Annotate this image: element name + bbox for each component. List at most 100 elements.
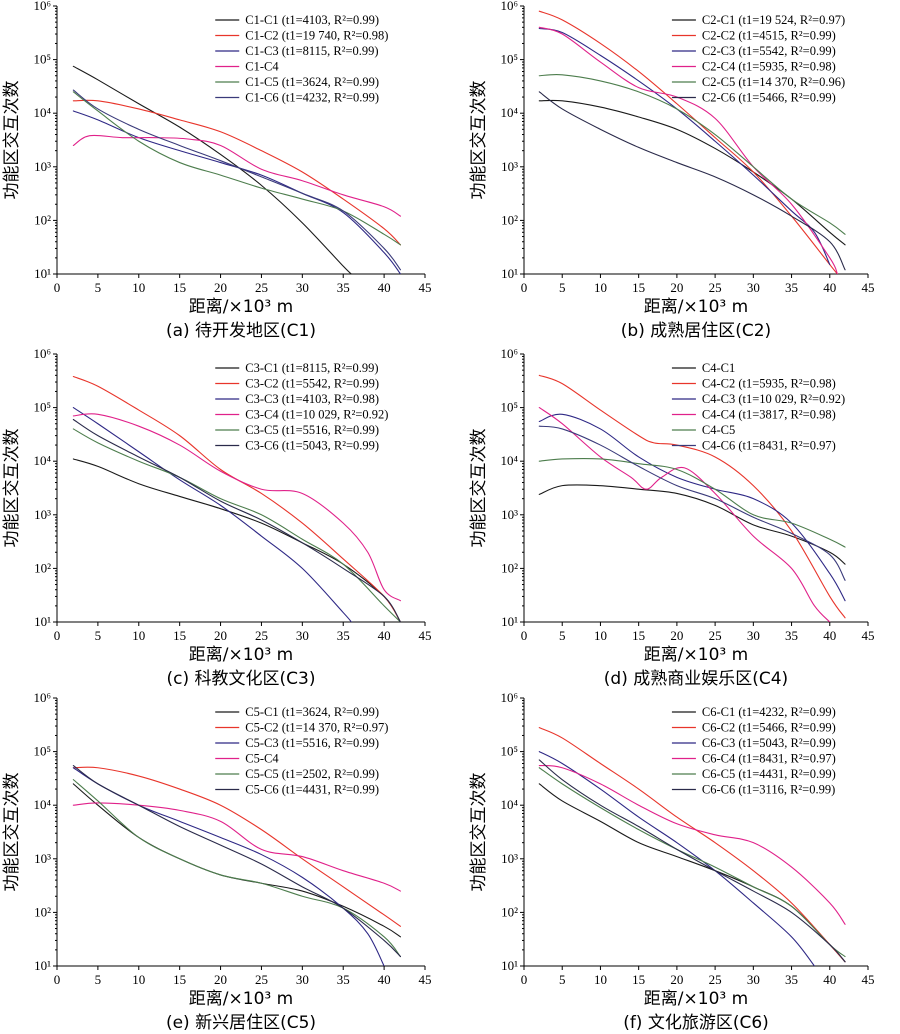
y-axis-title: 功能区交互次数: [469, 429, 489, 548]
series-line: [72, 89, 402, 271]
x-tick-label: 35: [337, 280, 350, 295]
series-group: [538, 727, 846, 966]
series-line: [72, 764, 402, 958]
legend-entry: C5-C2 (t1=14 370, R²=0.97): [245, 721, 388, 735]
legend-entry: C1-C6 (t1=4232, R²=0.99): [245, 91, 379, 105]
chart-panel: 0 5 10 15 20 25 30 35 40 45 10¹ 10² 10³ 10⁴ 10⁵ 10⁶ 距离/×…: [469, 0, 875, 341]
y-tick-label: 10⁶: [33, 346, 51, 361]
y-tick-label: 10¹: [501, 958, 518, 973]
series-line: [72, 407, 352, 622]
panel-caption: (f) 文化旅游区(C6): [623, 1013, 769, 1033]
legend: C1-C1 (t1=4103, R²=0.99) C1-C2 (t1=19 740…: [215, 13, 388, 105]
x-tick-label: 15: [173, 280, 186, 295]
legend-entry: C3-C4 (t1=10 029, R²=0.92): [245, 408, 388, 422]
y-tick-label: 10³: [34, 851, 51, 866]
series-line: [538, 99, 846, 246]
x-tick-label: 20: [214, 972, 227, 987]
x-tick-label: 5: [95, 280, 102, 295]
x-tick-label: 20: [214, 628, 227, 643]
x-tick-label: 40: [823, 280, 836, 295]
series-group: [72, 65, 402, 274]
chart-panel: 0 5 10 15 20 25 30 35 40 45 10¹ 10² 10³ 10⁴ 10⁵ 10⁶ 距离/×…: [469, 690, 875, 1033]
x-tick-label: 35: [785, 628, 798, 643]
legend: C3-C1 (t1=8115, R²=0.99) C3-C2 (t1=5542, …: [215, 361, 388, 453]
panel-caption: (d) 成熟商业娱乐区(C4): [604, 668, 788, 689]
x-tick-label: 25: [255, 280, 268, 295]
x-tick-label: 15: [173, 628, 186, 643]
y-tick-label: 10¹: [34, 614, 51, 629]
y-tick-label: 10⁶: [500, 0, 518, 13]
legend-entry: C1-C1 (t1=4103, R²=0.99): [245, 13, 379, 27]
legend-entry: C5-C3 (t1=5516, R²=0.99): [245, 736, 379, 750]
x-tick-label: 25: [709, 280, 722, 295]
y-tick-label: 10⁴: [33, 105, 51, 120]
series-group: [72, 764, 402, 966]
series-line: [538, 74, 846, 235]
legend-entry: C1-C3 (t1=8115, R²=0.99): [245, 44, 378, 58]
legend-entry: C4-C1: [702, 361, 735, 375]
legend-entry: C4-C4 (t1=3817, R²=0.98): [702, 408, 836, 422]
y-axis-title: 功能区交互次数: [2, 773, 22, 892]
y-tick-label: 10²: [501, 904, 518, 919]
x-tick-label: 10: [132, 280, 145, 295]
x-tick-label: 0: [521, 280, 528, 295]
y-tick-label: 10⁵: [500, 400, 518, 415]
y-tick-label: 10²: [34, 212, 51, 227]
legend-entry: C3-C5 (t1=5516, R²=0.99): [245, 423, 379, 437]
x-tick-label: 15: [632, 280, 645, 295]
legend-entry: C1-C4: [245, 60, 279, 74]
x-tick-label: 45: [862, 628, 875, 643]
y-tick-label: 10⁶: [500, 690, 518, 705]
legend-entry: C5-C4: [245, 752, 279, 766]
legend-entry: C6-C4 (t1=8431, R²=0.97): [702, 752, 836, 766]
chart-panel: 0 5 10 15 20 25 30 35 40 45 10¹ 10² 10³ 10⁴ 10⁵ 10⁶ 距离/×…: [469, 346, 875, 689]
x-axis-title: 距离/×10³ m: [189, 297, 293, 317]
x-tick-label: 10: [132, 972, 145, 987]
series-line: [538, 457, 846, 548]
x-tick-label: 15: [632, 972, 645, 987]
y-tick-label: 10³: [501, 851, 518, 866]
legend-entry: C6-C3 (t1=5043, R²=0.99): [702, 736, 836, 750]
legend-entry: C3-C2 (t1=5542, R²=0.99): [245, 377, 379, 391]
legend-entry: C2-C6 (t1=5466, R²=0.99): [702, 91, 836, 105]
x-tick-label: 30: [747, 280, 760, 295]
legend-entry: C5-C5 (t1=2502, R²=0.99): [245, 767, 379, 781]
x-tick-label: 5: [95, 972, 102, 987]
x-tick-label: 35: [337, 628, 350, 643]
legend-entry: C2-C2 (t1=4515, R²=0.99): [702, 29, 836, 43]
x-tick-label: 0: [54, 628, 61, 643]
legend-entry: C1-C5 (t1=3624, R²=0.99): [245, 75, 379, 89]
x-tick-label: 40: [378, 972, 391, 987]
legend: C6-C1 (t1=4232, R²=0.99) C6-C2 (t1=5466, …: [671, 705, 836, 797]
y-axis-title: 功能区交互次数: [2, 81, 22, 200]
x-tick-label: 0: [54, 280, 61, 295]
legend-entry: C6-C6 (t1=3116, R²=0.99): [702, 783, 835, 797]
x-tick-label: 30: [296, 628, 309, 643]
legend-entry: C2-C5 (t1=14 370, R²=0.96): [702, 75, 845, 89]
y-tick-label: 10²: [34, 560, 51, 575]
series-line: [538, 413, 846, 602]
series-line: [538, 425, 846, 581]
y-tick-label: 10⁵: [500, 52, 518, 67]
y-tick-label: 10²: [501, 560, 518, 575]
y-tick-label: 10¹: [501, 614, 518, 629]
chart-panel: 0 5 10 15 20 25 30 35 40 45 10¹ 10² 10³ 10⁴ 10⁵ 10⁶ 距离/×…: [2, 690, 432, 1033]
legend-entry: C4-C5: [702, 423, 735, 437]
series-group: [72, 375, 402, 622]
x-tick-label: 25: [255, 628, 268, 643]
series-line: [72, 65, 352, 274]
panel-caption: (a) 待开发地区(C1): [166, 321, 316, 341]
legend-entry: C5-C6 (t1=4431, R²=0.99): [245, 783, 379, 797]
x-tick-label: 30: [296, 280, 309, 295]
y-axis-title: 功能区交互次数: [2, 429, 22, 548]
chart-panel: 0 5 10 15 20 25 30 35 40 45 10¹ 10² 10³ 10⁴ 10⁵ 10⁶ 距离/×…: [2, 0, 432, 341]
series-line: [538, 91, 846, 271]
legend-entry: C3-C1 (t1=8115, R²=0.99): [245, 361, 378, 375]
y-tick-label: 10⁴: [500, 105, 518, 120]
y-tick-label: 10⁴: [500, 797, 518, 812]
y-tick-label: 10¹: [34, 266, 51, 281]
x-tick-label: 40: [823, 628, 836, 643]
legend: C2-C1 (t1=19 524, R²=0.97) C2-C2 (t1=4515…: [671, 13, 845, 105]
series-line: [72, 110, 402, 274]
